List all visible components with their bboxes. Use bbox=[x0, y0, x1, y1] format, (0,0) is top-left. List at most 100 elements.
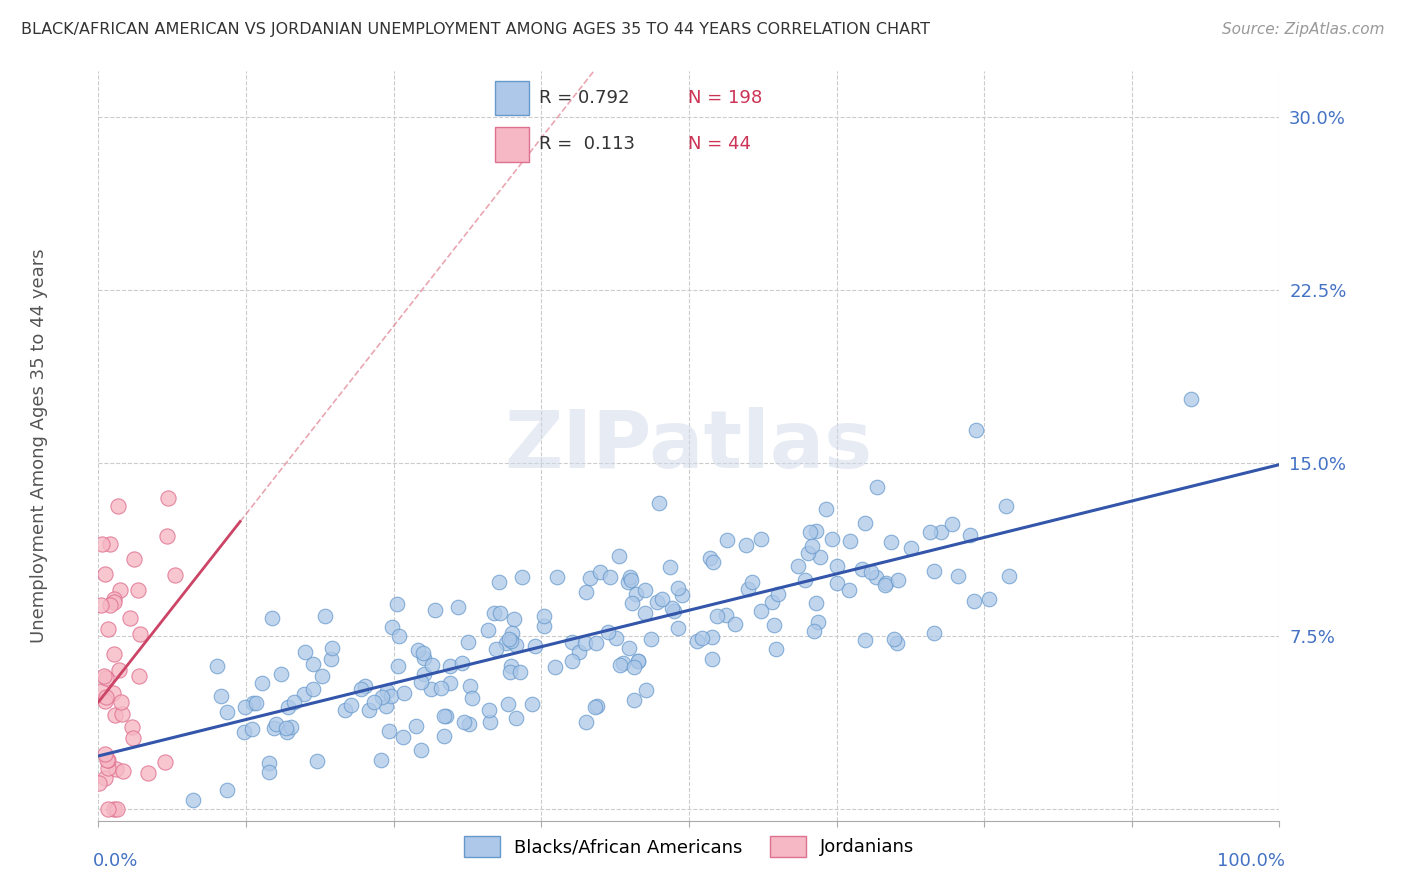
Point bbox=[690, 631, 713, 645]
Point bbox=[998, 569, 1021, 583]
Point bbox=[561, 635, 583, 649]
Point bbox=[700, 630, 723, 644]
Point bbox=[658, 559, 681, 574]
Point bbox=[90, 598, 112, 612]
Point bbox=[461, 690, 484, 705]
Point bbox=[489, 606, 512, 620]
Point bbox=[787, 559, 810, 574]
Point bbox=[586, 699, 609, 714]
Point bbox=[484, 606, 506, 620]
Point bbox=[963, 593, 986, 607]
Point bbox=[302, 657, 325, 672]
Point bbox=[292, 687, 315, 701]
Point bbox=[765, 642, 787, 657]
Point bbox=[157, 491, 180, 505]
Point bbox=[501, 625, 523, 640]
Point bbox=[620, 596, 643, 610]
Point bbox=[153, 755, 176, 769]
Point bbox=[97, 753, 120, 767]
Point bbox=[257, 764, 280, 779]
Point bbox=[686, 634, 709, 648]
Point bbox=[702, 555, 724, 569]
Point bbox=[98, 537, 121, 551]
Point bbox=[412, 651, 434, 665]
Point bbox=[103, 802, 125, 816]
Point bbox=[619, 640, 641, 655]
Point bbox=[209, 689, 232, 703]
Point bbox=[977, 592, 1000, 607]
Point bbox=[706, 609, 728, 624]
Point bbox=[354, 679, 377, 693]
Point bbox=[501, 633, 523, 648]
Point bbox=[97, 622, 120, 636]
Point bbox=[111, 707, 134, 722]
Point bbox=[808, 549, 831, 564]
Point bbox=[96, 753, 118, 767]
Point bbox=[94, 690, 117, 705]
Bar bbox=[495, 127, 529, 161]
Point bbox=[98, 599, 121, 613]
Point bbox=[838, 582, 860, 597]
Point bbox=[105, 762, 128, 776]
Text: R =  0.113: R = 0.113 bbox=[538, 135, 636, 153]
Point bbox=[136, 766, 159, 780]
Point bbox=[804, 596, 827, 610]
Point bbox=[609, 657, 631, 672]
Point bbox=[716, 533, 738, 547]
Point bbox=[294, 645, 316, 659]
Point bbox=[616, 574, 638, 589]
Point bbox=[803, 624, 825, 639]
Point bbox=[434, 708, 457, 723]
Point bbox=[478, 703, 501, 717]
Point bbox=[122, 731, 145, 746]
Point bbox=[623, 693, 645, 707]
Point bbox=[277, 699, 299, 714]
Point bbox=[91, 537, 114, 551]
Point bbox=[128, 669, 150, 683]
Point bbox=[661, 601, 683, 615]
Point bbox=[425, 603, 447, 617]
Point bbox=[735, 538, 758, 552]
Point bbox=[321, 640, 343, 655]
Point bbox=[370, 754, 392, 768]
Point bbox=[450, 656, 472, 670]
Point bbox=[922, 625, 945, 640]
Point bbox=[763, 618, 786, 632]
Text: Source: ZipAtlas.com: Source: ZipAtlas.com bbox=[1222, 22, 1385, 37]
Point bbox=[274, 721, 297, 735]
Point bbox=[104, 708, 127, 723]
Point bbox=[107, 663, 129, 677]
Point bbox=[96, 671, 118, 685]
Point bbox=[634, 606, 657, 620]
Point bbox=[439, 676, 461, 690]
Point bbox=[413, 666, 436, 681]
Point bbox=[270, 667, 292, 681]
Point bbox=[724, 616, 747, 631]
Point bbox=[520, 697, 543, 711]
Point bbox=[385, 597, 408, 611]
Point bbox=[702, 652, 724, 666]
Point bbox=[505, 638, 527, 652]
Point bbox=[716, 608, 738, 623]
Point bbox=[648, 496, 671, 510]
Point bbox=[420, 682, 443, 697]
Point bbox=[886, 573, 908, 587]
Point bbox=[311, 668, 333, 682]
Point bbox=[412, 646, 434, 660]
Point bbox=[855, 632, 877, 647]
Point bbox=[699, 551, 721, 566]
Point bbox=[439, 659, 461, 673]
Point bbox=[121, 720, 143, 734]
Point bbox=[814, 502, 837, 516]
Point bbox=[97, 761, 120, 775]
Point bbox=[387, 659, 409, 673]
Point bbox=[825, 576, 848, 591]
Point bbox=[495, 635, 517, 649]
Text: BLACK/AFRICAN AMERICAN VS JORDANIAN UNEMPLOYMENT AMONG AGES 35 TO 44 YEARS CORRE: BLACK/AFRICAN AMERICAN VS JORDANIAN UNEM… bbox=[21, 22, 931, 37]
Point bbox=[411, 743, 433, 757]
Point bbox=[110, 695, 132, 709]
Point bbox=[101, 686, 124, 700]
Point bbox=[853, 516, 876, 531]
Point bbox=[233, 700, 256, 714]
Point bbox=[671, 588, 693, 602]
